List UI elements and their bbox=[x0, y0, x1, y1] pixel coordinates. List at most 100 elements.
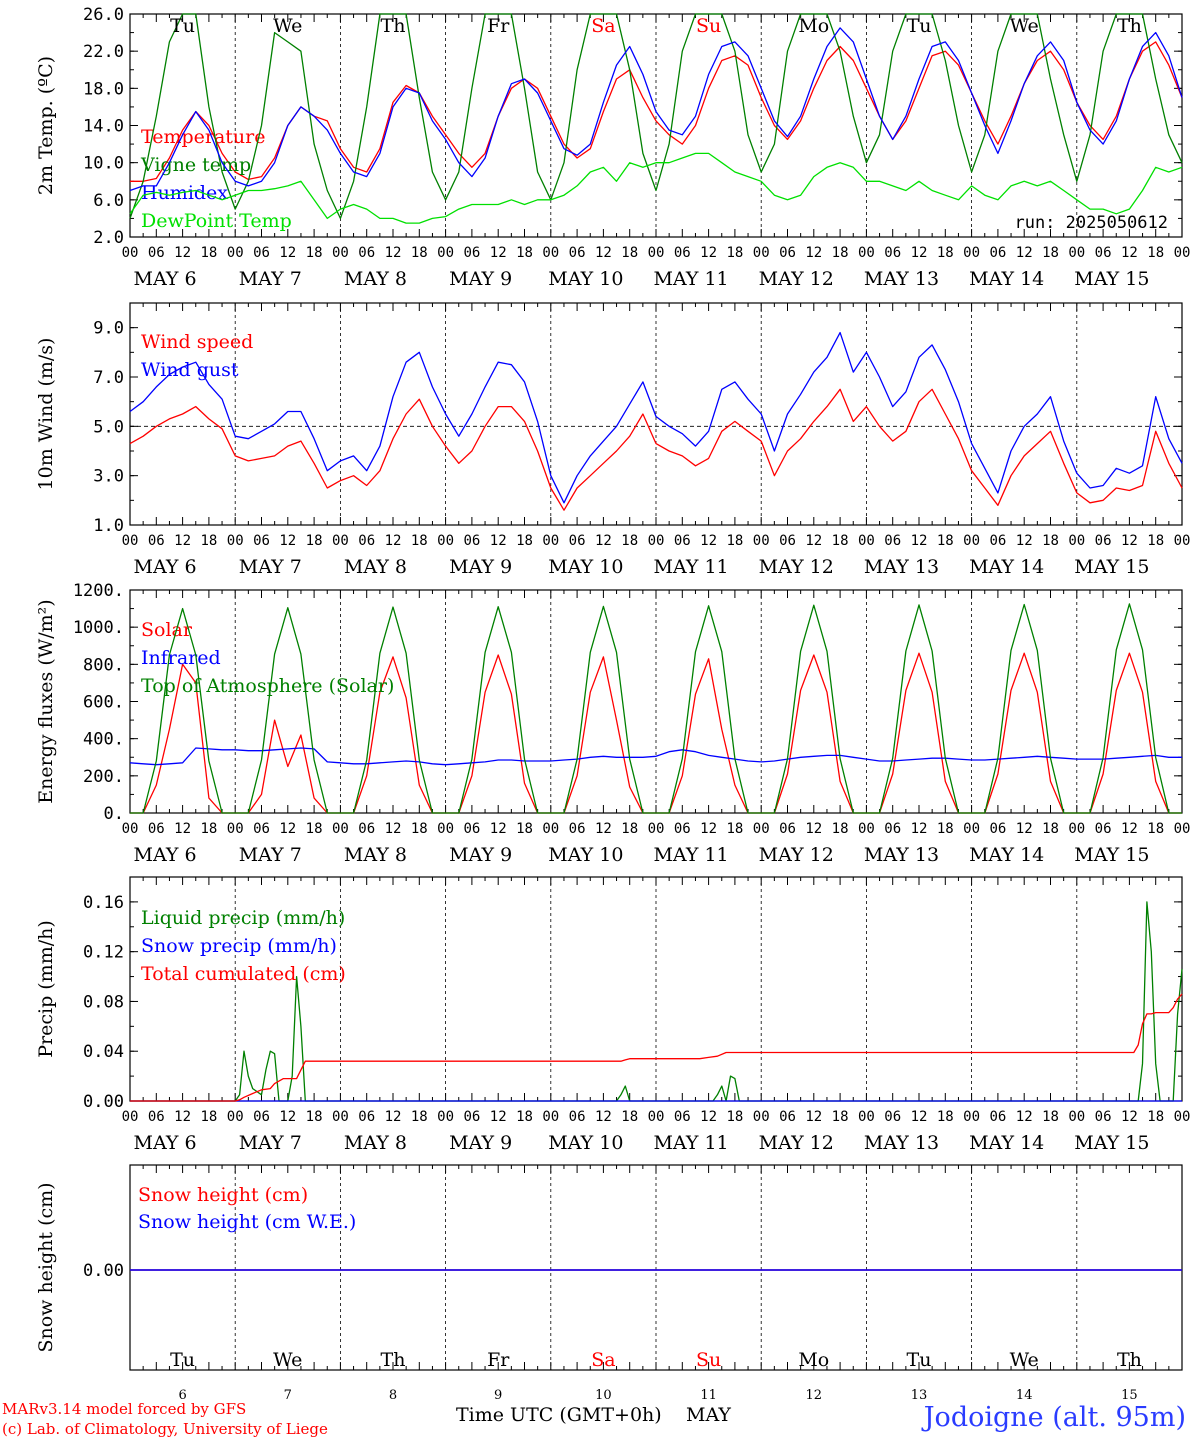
hour-tick-label: 12 bbox=[490, 533, 507, 549]
weekday-label-top: Mo bbox=[798, 15, 829, 37]
hour-tick-label: 12 bbox=[279, 1109, 296, 1125]
weekday-label-top: Su bbox=[696, 15, 721, 37]
hour-tick-label: 06 bbox=[463, 533, 480, 549]
hour-tick-label: 00 bbox=[648, 1109, 665, 1125]
hour-tick-label: 18 bbox=[937, 245, 954, 261]
date-label: MAY 7 bbox=[239, 844, 302, 866]
hour-tick-label: 18 bbox=[937, 821, 954, 837]
hour-tick-label: 18 bbox=[621, 1109, 638, 1125]
date-label: MAY 9 bbox=[449, 1132, 512, 1154]
hour-tick-label: 18 bbox=[306, 1109, 323, 1125]
series-line-3-3 bbox=[130, 603, 1182, 814]
hour-tick-label: 12 bbox=[1121, 245, 1138, 261]
date-label: MAY 12 bbox=[759, 268, 834, 290]
hour-tick-label: 12 bbox=[595, 821, 612, 837]
hour-tick-label: 18 bbox=[937, 1109, 954, 1125]
y-tick-label: 400. bbox=[83, 730, 124, 750]
hour-tick-label: 12 bbox=[700, 533, 717, 549]
hour-tick-label: 00 bbox=[648, 533, 665, 549]
weekday-label-bottom: We bbox=[1010, 1349, 1039, 1371]
hour-tick-label: 00 bbox=[227, 1109, 244, 1125]
hour-tick-label: 06 bbox=[989, 821, 1006, 837]
weekday-label-top: We bbox=[1010, 15, 1039, 37]
weekday-label-bottom: Th bbox=[381, 1349, 406, 1371]
y-tick-label: 7.0 bbox=[93, 368, 124, 388]
hour-tick-label: 00 bbox=[1068, 821, 1085, 837]
hour-tick-label: 18 bbox=[726, 821, 743, 837]
hour-tick-label: 06 bbox=[884, 821, 901, 837]
hour-tick-label: 00 bbox=[753, 1109, 770, 1125]
date-label: MAY 10 bbox=[548, 844, 623, 866]
hour-tick-label: 12 bbox=[595, 1109, 612, 1125]
hour-tick-label: 12 bbox=[279, 821, 296, 837]
y-tick-label: 5.0 bbox=[93, 417, 124, 437]
hour-tick-label: 18 bbox=[200, 245, 217, 261]
legend-entry: DewPoint Temp bbox=[141, 210, 292, 232]
y-tick-label: 1200. bbox=[73, 581, 124, 601]
station-name: Jodoigne (alt. 95m) bbox=[923, 1402, 1186, 1433]
weekday-label-bottom: Th bbox=[1117, 1349, 1142, 1371]
day-number-label: 10 bbox=[595, 1388, 612, 1403]
hour-tick-label: 12 bbox=[805, 245, 822, 261]
hour-tick-label: 12 bbox=[1016, 533, 1033, 549]
date-label: MAY 8 bbox=[344, 268, 407, 290]
date-label: MAY 8 bbox=[344, 556, 407, 578]
hour-tick-label: 06 bbox=[989, 245, 1006, 261]
hour-tick-label: 18 bbox=[516, 245, 533, 261]
hour-tick-label: 06 bbox=[1095, 821, 1112, 837]
hour-tick-label: 00 bbox=[753, 245, 770, 261]
y-tick-label: 1.0 bbox=[93, 516, 124, 536]
day-number-label: 9 bbox=[494, 1388, 502, 1403]
date-label: MAY 11 bbox=[653, 1132, 728, 1154]
weekday-label-top: Tu bbox=[170, 15, 195, 37]
hour-tick-label: 18 bbox=[306, 245, 323, 261]
date-label: MAY 9 bbox=[449, 556, 512, 578]
date-label: MAY 10 bbox=[548, 556, 623, 578]
hour-tick-label: 00 bbox=[437, 245, 454, 261]
date-label: MAY 10 bbox=[548, 1132, 623, 1154]
run-label: run: 2025050612 bbox=[1014, 213, 1168, 233]
weekday-label-bottom: Fr bbox=[487, 1349, 510, 1371]
hour-tick-label: 18 bbox=[726, 1109, 743, 1125]
hour-tick-label: 12 bbox=[385, 1109, 402, 1125]
hour-tick-label: 18 bbox=[832, 245, 849, 261]
hour-tick-label: 18 bbox=[1042, 533, 1059, 549]
hour-tick-label: 06 bbox=[779, 533, 796, 549]
hour-tick-label: 00 bbox=[542, 533, 559, 549]
hour-tick-label: 00 bbox=[1174, 533, 1191, 549]
hour-tick-label: 18 bbox=[937, 533, 954, 549]
hour-tick-label: 12 bbox=[595, 245, 612, 261]
y-tick-label: 0. bbox=[104, 804, 124, 824]
y-tick-label: 0.00 bbox=[83, 1261, 124, 1281]
hour-tick-label: 00 bbox=[963, 533, 980, 549]
date-label: MAY 15 bbox=[1074, 556, 1149, 578]
hour-tick-label: 18 bbox=[832, 821, 849, 837]
hour-tick-label: 12 bbox=[700, 245, 717, 261]
date-label: MAY 11 bbox=[653, 268, 728, 290]
date-label: MAY 7 bbox=[239, 268, 302, 290]
date-label: MAY 15 bbox=[1074, 844, 1149, 866]
hour-tick-label: 12 bbox=[1016, 245, 1033, 261]
hour-tick-label: 06 bbox=[358, 533, 375, 549]
weekday-label-top: Tu bbox=[907, 15, 932, 37]
hour-tick-label: 06 bbox=[463, 1109, 480, 1125]
hour-tick-label: 06 bbox=[779, 821, 796, 837]
hour-tick-label: 18 bbox=[200, 821, 217, 837]
hour-tick-label: 12 bbox=[385, 245, 402, 261]
hour-tick-label: 12 bbox=[700, 821, 717, 837]
date-label: MAY 12 bbox=[759, 1132, 834, 1154]
hour-tick-label: 06 bbox=[253, 245, 270, 261]
legend-entry: Top of Atmosphere (Solar) bbox=[141, 675, 394, 697]
legend-entry: Total cumulated (cm) bbox=[141, 963, 346, 985]
x-axis-label: Time UTC (GMT+0h) bbox=[456, 1404, 662, 1426]
hour-tick-label: 18 bbox=[516, 821, 533, 837]
hour-tick-label: 06 bbox=[674, 245, 691, 261]
y-tick-label: 0.12 bbox=[83, 943, 124, 963]
hour-tick-label: 00 bbox=[1174, 1109, 1191, 1125]
hour-tick-label: 06 bbox=[779, 245, 796, 261]
date-label: MAY 7 bbox=[239, 556, 302, 578]
legend-entry: Vigne temp bbox=[140, 154, 251, 176]
date-label: MAY 6 bbox=[134, 268, 197, 290]
hour-tick-label: 18 bbox=[516, 1109, 533, 1125]
